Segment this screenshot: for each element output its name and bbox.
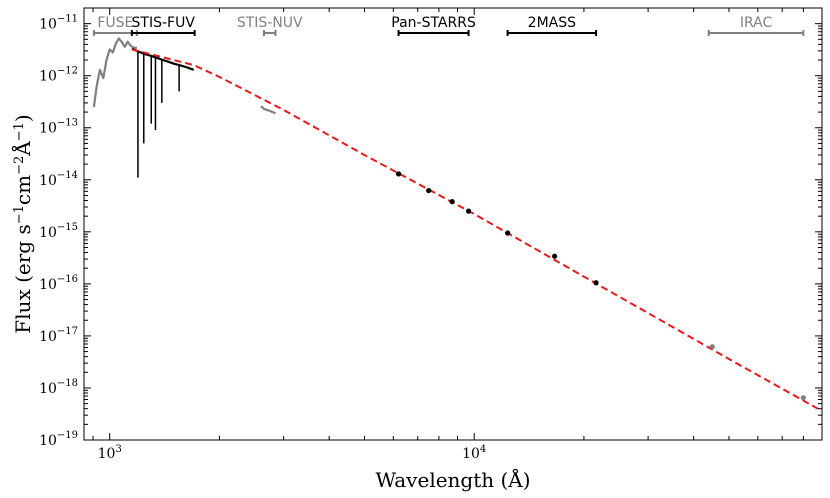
y-tick-label: 10−17: [39, 326, 78, 345]
y-tick-label: 10−13: [39, 118, 78, 137]
series-fuse-spectrum: [92, 37, 138, 108]
band-label: IRAC: [740, 15, 773, 31]
photometry-point: [800, 395, 806, 401]
x-tick-label: 103: [98, 444, 122, 462]
plot-frame: [83, 7, 823, 441]
series-stis-nuv-spectrum: [260, 105, 276, 115]
y-tick-label: 10−14: [39, 170, 78, 189]
photometry-point: [552, 253, 558, 259]
band-label: STIS-FUV: [132, 15, 196, 31]
photometry-point: [449, 199, 455, 205]
y-tick-label: 10−11: [39, 14, 78, 33]
y-tick-label: 10−16: [39, 274, 78, 293]
band-label: 2MASS: [528, 15, 576, 31]
y-tick-label: 10−15: [39, 222, 78, 241]
photometry-point: [395, 171, 402, 177]
band-stis-nuv: STIS-NUV: [237, 15, 303, 36]
band-label: Pan-STARRS: [391, 15, 476, 31]
plot-background: [84, 8, 822, 440]
y-tick-label: 10−19: [39, 430, 78, 449]
band-label: STIS-NUV: [237, 15, 303, 31]
band-2mass: 2MASS: [506, 15, 598, 36]
band-fuse: FUSE: [92, 15, 138, 36]
photometry-point: [593, 280, 599, 286]
photometry-point: [465, 208, 472, 214]
y-tick-label: 10−12: [39, 66, 78, 85]
x-axis-title: Wavelength (Å): [375, 467, 530, 492]
x-tick-label: 104: [462, 444, 486, 462]
y-axis-title: Flux (erg s−1cm−2Å−1): [10, 114, 35, 333]
photometry-point: [505, 230, 511, 236]
band-label: FUSE: [97, 15, 133, 31]
y-tick-label: 10−18: [39, 378, 78, 397]
band-stis-fuv: STIS-FUV: [130, 15, 196, 36]
band-pan-starrs: Pan-STARRS: [391, 15, 476, 36]
photometry-point: [426, 187, 432, 194]
photometry-point: [709, 344, 715, 350]
band-irac: IRAC: [707, 15, 805, 36]
series-model: [131, 48, 823, 412]
